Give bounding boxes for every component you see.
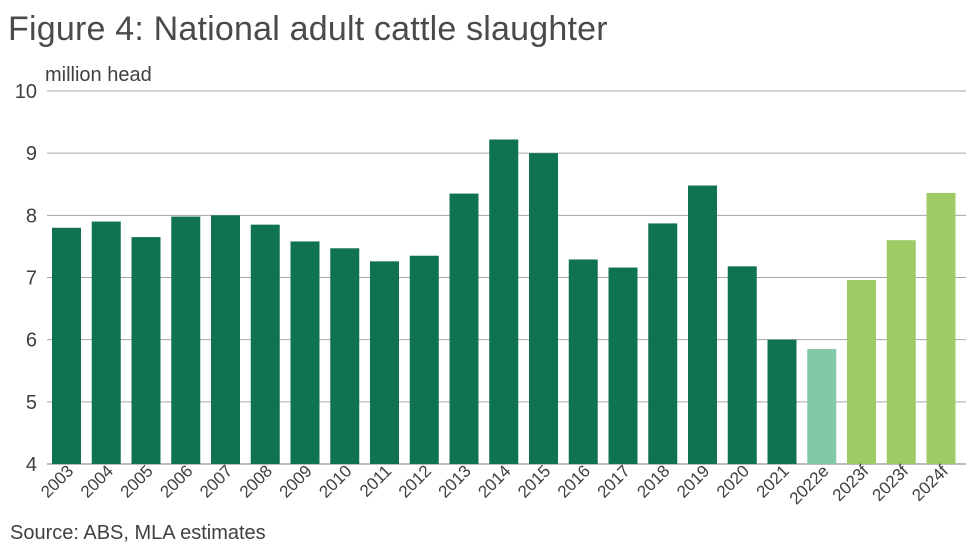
bars <box>52 139 956 465</box>
x-tick-label: 2005 <box>117 461 157 501</box>
x-tick-label: 2024f <box>908 461 952 505</box>
x-tick-label: 2004 <box>77 461 117 501</box>
bar-2010 <box>330 248 360 464</box>
bar-2023f <box>886 240 916 464</box>
x-tick-label: 2018 <box>633 461 673 501</box>
bar-2005 <box>131 237 161 464</box>
bar-2021 <box>767 339 797 464</box>
bar-2020 <box>727 266 757 464</box>
x-tick-label: 2011 <box>356 461 395 500</box>
x-tick-label: 2010 <box>315 461 355 501</box>
chart-title: Figure 4: National adult cattle slaughte… <box>8 10 608 48</box>
bar-2009 <box>290 241 320 464</box>
y-tick-label: 9 <box>26 143 37 165</box>
bar-2012 <box>409 255 439 464</box>
x-tick-label: 2022e <box>786 461 833 508</box>
bar-2008 <box>250 224 280 464</box>
bar-2023f <box>847 279 876 464</box>
bar-2014 <box>489 139 519 465</box>
y-tick-label: 8 <box>26 205 37 227</box>
x-tick-label: 2016 <box>554 461 594 501</box>
x-tick-label: 2017 <box>594 461 634 501</box>
y-tick-label: 4 <box>26 454 37 476</box>
source-note: Source: ABS, MLA estimates <box>10 522 266 544</box>
bar-2017 <box>608 267 638 464</box>
bar-2013 <box>449 193 479 464</box>
x-tick-label: 2009 <box>276 461 316 501</box>
bar-2022e <box>807 348 837 464</box>
bar-2024f <box>926 192 956 464</box>
x-tick-label: 2023f <box>829 461 873 505</box>
x-tick-label: 2006 <box>156 461 196 501</box>
y-tick-label: 5 <box>26 392 37 414</box>
x-axis-ticks: 2003 2004 2005 2006 2007 2008 2009 2010 2011 2012… <box>37 461 952 508</box>
x-tick-label: 2012 <box>395 461 435 501</box>
x-tick-label: 2013 <box>435 461 475 501</box>
bar-2016 <box>568 259 598 464</box>
y-tick-label: 6 <box>26 330 37 352</box>
x-tick-label: 2014 <box>474 461 514 501</box>
bar-2011 <box>370 261 399 464</box>
x-tick-label: 2008 <box>236 461 276 501</box>
bar-2003 <box>52 227 81 464</box>
x-tick-label: 2020 <box>713 461 753 501</box>
bar-2004 <box>91 221 121 464</box>
bar-2015 <box>529 153 558 465</box>
y-axis-unit-label: million head <box>45 64 152 86</box>
y-tick-label: 10 <box>15 81 37 103</box>
bar-2019 <box>688 185 717 465</box>
x-tick-label: 2007 <box>196 461 236 501</box>
bar-2018 <box>648 223 678 464</box>
y-axis-ticks: 4 5 6 7 8 9 10 <box>15 81 37 476</box>
x-tick-label: 2015 <box>514 461 554 501</box>
bar-2007 <box>211 215 240 464</box>
y-tick-label: 7 <box>26 268 37 290</box>
x-tick-label: 2019 <box>673 461 713 501</box>
x-tick-label: 2023f <box>869 461 913 505</box>
x-tick-label: 2003 <box>37 461 77 501</box>
bar-2006 <box>171 216 201 464</box>
